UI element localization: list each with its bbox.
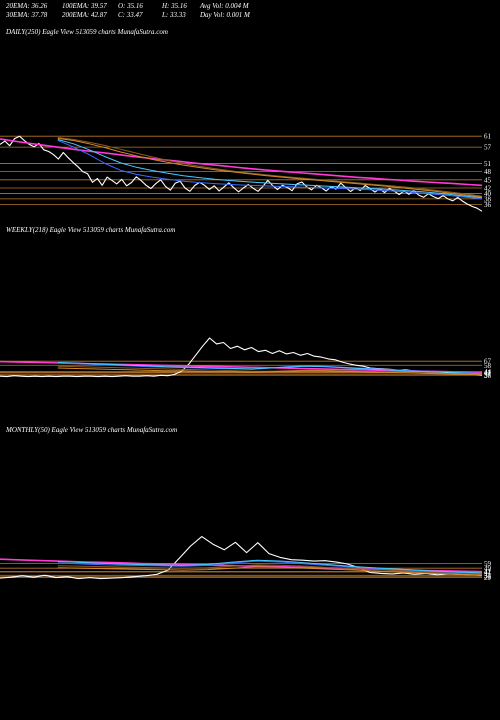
open-label: O: 35.16 [118,2,143,10]
monthly-price-label: 59 [484,560,492,568]
ema20-label: 20EMA: 36.26 [6,2,48,10]
daily-ema-blue-line [57,139,483,200]
weekly-price-label: 42 [484,369,492,377]
daily-price-label: 38 [484,195,492,203]
daily-price-label: 48 [484,168,492,176]
monthly-price-line [0,536,483,580]
weekly-price-label: 44 [484,368,492,376]
daily-price-label: 51 [484,160,492,168]
monthly-ema-brown-line [57,564,483,575]
monthly-price-label: 42 [484,568,492,576]
monthly-ema-orange-line [57,566,483,576]
weekly-price-label: 37 [484,371,492,378]
monthly-ema-cyan-line [57,559,483,574]
high-label: H: 35.16 [162,2,187,10]
monthly-price-label: 29 [484,574,492,580]
daily-price-label: 61 [484,133,492,141]
monthly-price-label: 49 [484,565,492,573]
daily-price-label: 36 [484,201,492,209]
weekly-chart-title: WEEKLY(218) Eagle View 513059 charts Mun… [6,226,176,234]
daily-price-line [0,135,483,212]
monthly-price-label: 34 [484,572,492,580]
ema200-label: 200EMA: 42.87 [62,11,107,19]
weekly-ema-cyan-line [57,362,483,375]
ema100-label: 100EMA: 39.57 [62,2,107,10]
close-label: C: 33.47 [118,11,143,19]
daily-ema-cyan-line [57,139,483,199]
daily-price-label: 57 [484,144,492,152]
daily-price-label: 40 [484,190,492,198]
daily-price-label: 45 [484,176,492,184]
weekly-price-label: 58 [484,362,492,370]
weekly-price-label: 41 [484,370,492,378]
monthly-price-label: 32 [484,573,492,580]
day-vol-label: Day Vol: 0.001 M [200,11,250,19]
avg-vol-label: Avg Vol: 0.004 M [200,2,249,10]
monthly-price-label: 41 [484,569,492,577]
weekly-ema-orange-line [57,367,483,376]
daily-ema-brown-line [57,137,483,197]
ema30-label: 30EMA: 37.78 [6,11,48,19]
weekly-price-label: 67 [484,358,492,366]
low-label: L: 33.33 [162,11,186,19]
monthly-chart-title: MONTHLY(50) Eagle View 513059 charts Mun… [6,426,178,434]
daily-ema-orange-line [57,137,483,198]
daily-price-label: 42 [484,185,492,193]
daily-chart-title: DAILY(250) Eagle View 513059 charts Muna… [6,28,168,36]
weekly-price-label: 36 [484,372,492,378]
